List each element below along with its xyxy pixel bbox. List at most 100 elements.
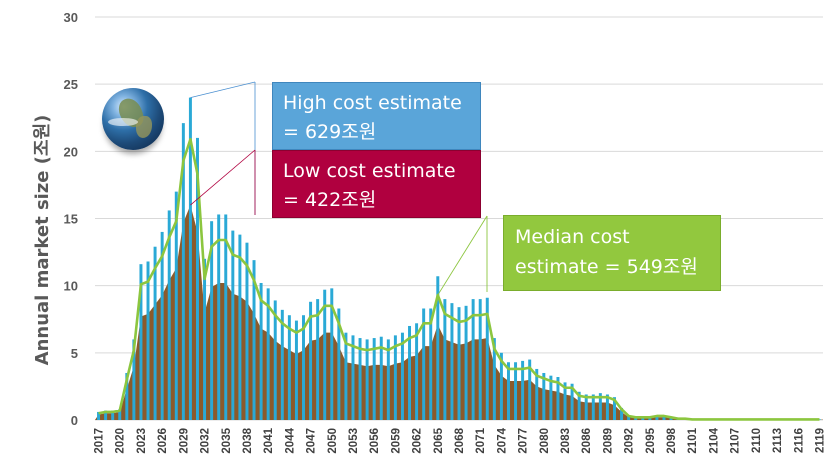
high-cost-bar	[344, 332, 348, 420]
high-cost-bar	[436, 276, 440, 420]
high-cost-bar	[514, 362, 518, 420]
high-cost-bar	[577, 391, 581, 420]
high-cost-bar	[231, 230, 235, 420]
high-cost-bar	[429, 308, 433, 420]
high-cost-bar	[528, 359, 532, 420]
high-cost-bar	[372, 338, 376, 420]
x-tick-label: 2110	[751, 428, 763, 453]
x-tick-label: 2041	[263, 427, 275, 453]
x-tick-label: 2113	[772, 428, 784, 453]
high-cost-bar	[224, 214, 228, 420]
high-cost-bar	[641, 417, 645, 420]
high-cost-bar	[591, 394, 595, 420]
low-cost-callout: Low cost estimate = 422조원	[272, 150, 481, 218]
high-cost-bar	[118, 409, 122, 420]
high-cost-bar	[160, 231, 164, 420]
high-cost-bar	[132, 339, 136, 420]
y-tick-label: 15	[64, 212, 78, 227]
high-cost-bar	[478, 299, 482, 420]
high-cost-bar	[330, 288, 334, 420]
high-cost-bar	[379, 336, 383, 420]
y-axis-ticks: 0 5 10 15 20 25 30	[64, 10, 78, 428]
high-cost-bar	[499, 352, 503, 420]
x-tick-label: 2032	[200, 428, 212, 454]
high-cost-bar	[655, 415, 659, 420]
high-cost-bar	[605, 394, 609, 420]
high-cost-bar	[471, 299, 475, 420]
x-tick-label: 2080	[539, 428, 551, 454]
x-tick-label: 2023	[136, 428, 148, 454]
high-cost-bar	[266, 288, 270, 420]
median-cost-callout-line-1: Median cost	[515, 226, 630, 248]
high-cost-bar	[146, 261, 150, 420]
high-cost-bar	[556, 377, 560, 420]
x-tick-label: 2071	[475, 427, 487, 453]
high-cost-bar	[203, 258, 207, 420]
y-tick-label: 30	[64, 10, 78, 25]
high-cost-callout-line-1: High cost estimate	[283, 92, 462, 114]
high-cost-bar	[167, 210, 171, 420]
high-cost-bar	[174, 191, 178, 420]
high-cost-bar	[302, 315, 305, 420]
high-cost-bar	[535, 368, 539, 420]
high-cost-bar	[662, 415, 666, 420]
x-tick-label: 2065	[433, 427, 445, 453]
high-cost-bar	[422, 308, 426, 420]
high-cost-bar	[563, 382, 567, 420]
x-tick-label: 2104	[708, 427, 720, 453]
y-tick-label: 10	[64, 279, 78, 294]
high-cost-bar	[188, 97, 192, 420]
high-cost-bar	[492, 338, 496, 420]
high-cost-bar	[252, 260, 256, 420]
x-tick-label: 2083	[560, 428, 572, 454]
high-cost-bar	[351, 335, 355, 420]
high-cost-bar	[97, 411, 101, 420]
high-cost-bar	[393, 335, 397, 420]
high-cost-bar	[549, 375, 553, 420]
median-cost-line	[98, 137, 820, 421]
x-tick-label: 2095	[645, 427, 657, 453]
high-cost-bar	[464, 305, 468, 420]
high-cost-bar	[111, 410, 115, 420]
low-cost-callout-line-2: = 422조원	[283, 189, 377, 211]
high-cost-bar	[280, 309, 284, 420]
high-cost-bar	[358, 338, 362, 420]
y-tick-label: 5	[71, 346, 78, 361]
high-cost-bar	[584, 394, 588, 420]
x-tick-label: 2107	[730, 428, 742, 454]
median-cost-callout: Median cost estimate = 549조원	[503, 215, 721, 291]
x-tick-label: 2092	[624, 428, 636, 454]
high-cost-bar	[408, 325, 412, 420]
low-cost-callout-line-1: Low cost estimate	[283, 160, 456, 182]
x-tick-label: 2017	[94, 428, 106, 454]
x-tick-label: 2047	[306, 428, 318, 454]
x-tick-label: 2068	[454, 427, 466, 453]
x-tick-label: 2062	[412, 428, 424, 454]
x-tick-label: 2119	[814, 428, 826, 453]
high-cost-leader	[190, 81, 256, 98]
median-line-layer	[98, 137, 820, 421]
high-cost-bar	[238, 234, 242, 420]
high-cost-bar	[309, 301, 313, 420]
high-cost-bar	[316, 299, 320, 420]
high-cost-bar	[669, 417, 673, 420]
high-cost-bar	[613, 397, 616, 420]
x-tick-label: 2029	[178, 428, 190, 454]
high-cost-bar	[620, 407, 624, 420]
high-cost-bar	[287, 315, 291, 420]
high-cost-bar	[181, 123, 185, 421]
high-cost-bar	[153, 246, 157, 420]
median-cost-leader	[437, 215, 488, 296]
x-tick-label: 2089	[602, 428, 614, 454]
high-cost-bar	[443, 299, 447, 420]
high-cost-bar	[139, 264, 143, 420]
globe-icon	[102, 88, 164, 150]
x-axis-ticks: 2017 2020 2023 2026 2029 2032 2035 2038 2041 2044…	[94, 427, 827, 453]
high-cost-bar	[104, 410, 108, 420]
x-tick-label: 2053	[348, 428, 360, 454]
high-cost-bar	[542, 372, 546, 420]
low-cost-leader	[190, 149, 256, 206]
x-tick-label: 2116	[793, 428, 805, 453]
high-cost-bar	[648, 417, 652, 420]
